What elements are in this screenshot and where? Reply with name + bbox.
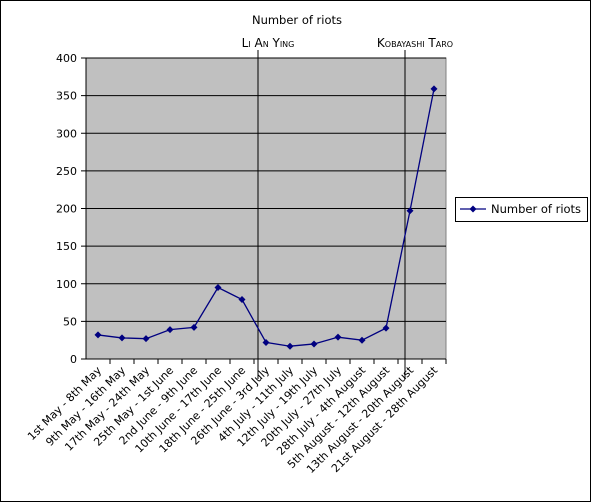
y-tick-label: 150	[56, 240, 77, 253]
data-point	[142, 335, 150, 343]
y-tick-label: 200	[56, 203, 77, 216]
data-point	[238, 296, 246, 304]
data-point	[118, 334, 126, 342]
y-tick-label: 0	[70, 353, 77, 366]
y-tick-label: 100	[56, 278, 77, 291]
data-point	[358, 336, 366, 344]
data-point	[94, 331, 102, 339]
data-point	[334, 333, 342, 341]
y-tick-label: 350	[56, 90, 77, 103]
y-tick-label: 400	[56, 52, 77, 65]
data-point	[406, 207, 414, 215]
data-point	[382, 324, 390, 332]
data-point	[430, 85, 438, 93]
data-point	[262, 338, 270, 346]
y-tick-label: 50	[63, 315, 77, 328]
legend-marker	[469, 205, 477, 213]
annotation-label: Kobayashi Taro	[377, 36, 453, 50]
y-tick-label: 300	[56, 127, 77, 140]
data-point	[166, 326, 174, 334]
chart-title: Number of riots	[252, 13, 342, 27]
data-point	[214, 284, 222, 292]
data-point	[190, 323, 198, 331]
y-tick-label: 250	[56, 165, 77, 178]
annotation-label: Li An Ying	[242, 36, 295, 50]
data-point	[310, 340, 318, 348]
data-point	[286, 342, 294, 350]
legend-label: Number of riots	[491, 202, 581, 216]
